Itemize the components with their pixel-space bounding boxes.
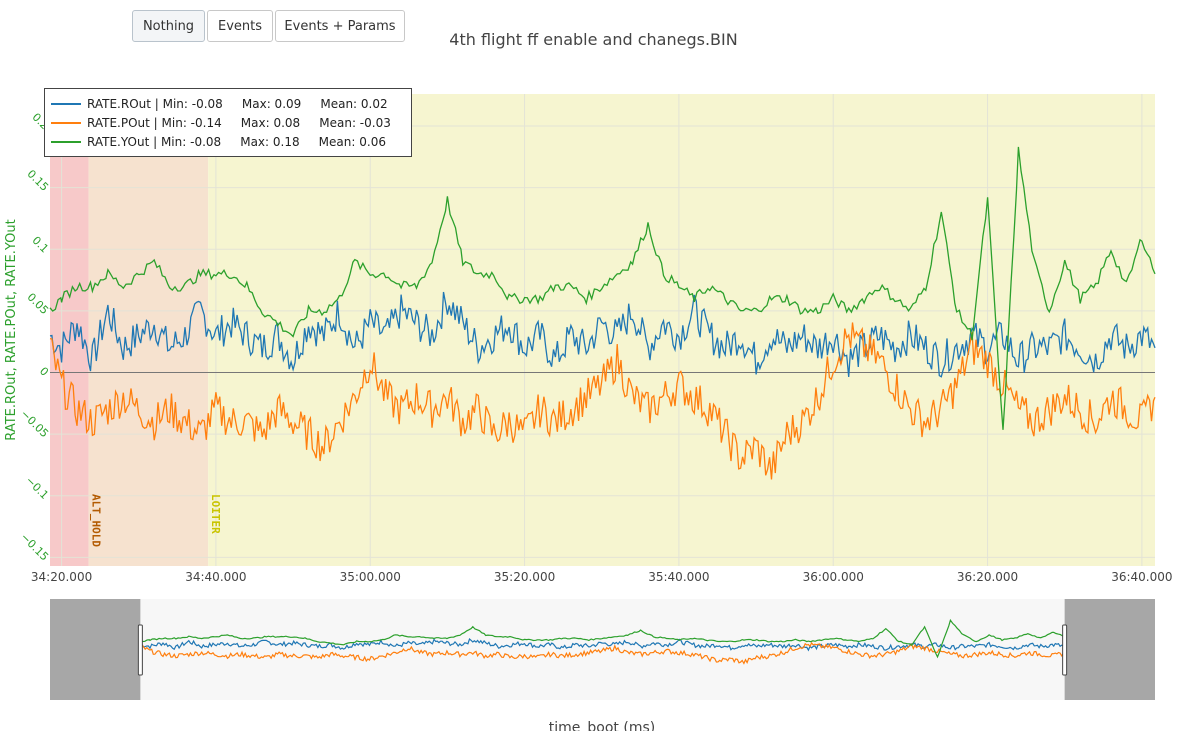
chart-legend: RATE.ROut | Min: -0.08 Max: 0.09 Mean: 0… [44, 88, 412, 157]
legend-item-rate-yout[interactable]: RATE.YOut | Min: -0.08 Max: 0.18 Mean: 0… [51, 133, 386, 151]
y-tick-label: 0.15 [25, 167, 52, 194]
y-tick-label: −0.15 [18, 530, 51, 563]
legend-swatch-yout [51, 141, 81, 143]
x-tick-label: 35:40.000 [648, 570, 709, 584]
mode-label: ALT_HOLD [90, 494, 103, 547]
range-navigator[interactable] [50, 599, 1155, 700]
series-line-rate-yout [49, 146, 1156, 430]
chart-title: 4th flight ff enable and chanegs.BIN [449, 30, 738, 49]
y-tick-label: −0.05 [18, 407, 51, 440]
events-params-button[interactable]: Events + Params [275, 10, 405, 42]
y-tick-label: 0.05 [25, 291, 52, 318]
legend-label: RATE.POut | Min: -0.14 Max: 0.08 Mean: -… [87, 116, 391, 130]
mode-region-2 [88, 94, 209, 566]
y-tick-label: −0.1 [23, 474, 51, 502]
x-tick-labels: 34:20.000 34:40.000 35:00.000 35:20.000 35:4… [31, 570, 1173, 584]
legend-item-rate-pout[interactable]: RATE.POut | Min: -0.14 Max: 0.08 Mean: -… [51, 114, 391, 132]
mode-region-labels: ALT_HOLD LOITER [90, 494, 223, 547]
series-lines [49, 146, 1156, 480]
mode-region-1 [50, 94, 89, 566]
y-tick-label: 0.1 [30, 234, 52, 256]
navigator-mask-right [1064, 599, 1155, 700]
legend-swatch-rout [51, 103, 81, 105]
navigator-handle-left[interactable] [137, 624, 143, 676]
x-tick-label: 35:20.000 [494, 570, 555, 584]
legend-item-rate-rout[interactable]: RATE.ROut | Min: -0.08 Max: 0.09 Mean: 0… [51, 95, 388, 113]
x-axis-label: time_boot (ms) [549, 720, 655, 731]
x-tick-label: 35:00.000 [340, 570, 401, 584]
x-tick-label: 36:40.000 [1111, 570, 1172, 584]
x-tick-label: 36:00.000 [803, 570, 864, 584]
legend-swatch-pout [51, 122, 81, 124]
x-tick-label: 36:20.000 [957, 570, 1018, 584]
events-button[interactable]: Events [207, 10, 273, 42]
y-axis-label: RATE.ROut, RATE.POut, RATE.YOut [4, 219, 19, 440]
mode-region-3 [208, 94, 1155, 566]
navigator-mask-left [50, 599, 141, 700]
legend-label: RATE.YOut | Min: -0.08 Max: 0.18 Mean: 0… [87, 135, 386, 149]
legend-label: RATE.ROut | Min: -0.08 Max: 0.09 Mean: 0… [87, 97, 388, 111]
nothing-button[interactable]: Nothing [132, 10, 205, 42]
navigator-handle-right[interactable] [1062, 624, 1068, 676]
navigator-series-line [140, 618, 1065, 659]
x-tick-label: 34:40.000 [185, 570, 246, 584]
mode-label: LOITER [209, 494, 222, 534]
y-tick-label: 0 [37, 364, 51, 378]
x-tick-label: 34:20.000 [31, 570, 92, 584]
